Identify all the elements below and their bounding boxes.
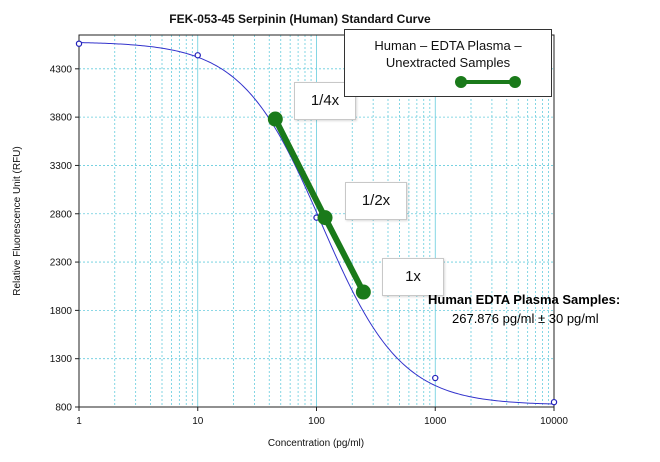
legend-swatch	[455, 75, 521, 89]
sample-point	[317, 210, 333, 226]
y-tick-label: 1300	[50, 354, 73, 365]
standard-point	[550, 398, 558, 406]
result-annotation-value: 267.876 pg/ml ± 30 pg/ml	[452, 311, 599, 326]
y-tick-label: 3800	[50, 113, 73, 124]
x-axis-label: Concentration (pg/ml)	[268, 438, 364, 449]
legend-swatch-dot-left	[455, 76, 467, 88]
sample-point	[355, 284, 371, 300]
legend-swatch-dot-right	[509, 76, 521, 88]
x-tick-label: 100	[308, 416, 325, 427]
x-tick-label: 1000	[424, 416, 447, 427]
y-tick-label: 2300	[50, 258, 73, 269]
point-label-half-text: 1/2x	[361, 192, 391, 209]
legend-swatch-line	[461, 80, 515, 84]
standard-point	[194, 52, 201, 59]
standard-point	[432, 374, 439, 382]
point-label-quarter-text: 1/4x	[310, 92, 340, 109]
point-label-full: 1x	[382, 258, 444, 296]
point-label-full-text: 1x	[405, 268, 421, 285]
point-label-half: 1/2x	[345, 182, 407, 220]
axis-ticks: 1 10 100 1000 10000 800 1300 1800 2300 2800 3300 38…	[50, 64, 569, 427]
chart-title: FEK-053-45 Serpinin (Human) Standard Cur…	[169, 12, 431, 26]
x-tick-label: 1	[76, 416, 82, 427]
fitted-curve-line	[78, 42, 555, 405]
sample-series	[267, 111, 371, 300]
result-annotation-title: Human EDTA Plasma Samples:	[428, 292, 621, 307]
y-tick-label: 2800	[50, 209, 73, 220]
fitted-curve	[78, 42, 555, 405]
sample-point	[267, 111, 283, 127]
y-tick-label: 4300	[50, 64, 73, 75]
y-tick-label: 3300	[50, 161, 73, 172]
x-tick-label: 10	[192, 416, 204, 427]
y-axis-label: Relative Fluorescence Unit (RFU)	[12, 146, 23, 296]
legend-label-line2: Unextracted Samples	[385, 55, 511, 70]
x-tick-label: 10000	[540, 416, 568, 427]
y-tick-label: 1800	[50, 306, 73, 317]
legend: Human – EDTA Plasma – Unextracted Sample…	[344, 29, 552, 97]
standard-point	[75, 40, 83, 47]
point-label-quarter: 1/4x	[294, 82, 356, 120]
grid-lines	[79, 35, 554, 408]
y-tick-label: 800	[55, 403, 72, 414]
legend-label-line1: Human – EDTA Plasma –	[374, 38, 522, 53]
